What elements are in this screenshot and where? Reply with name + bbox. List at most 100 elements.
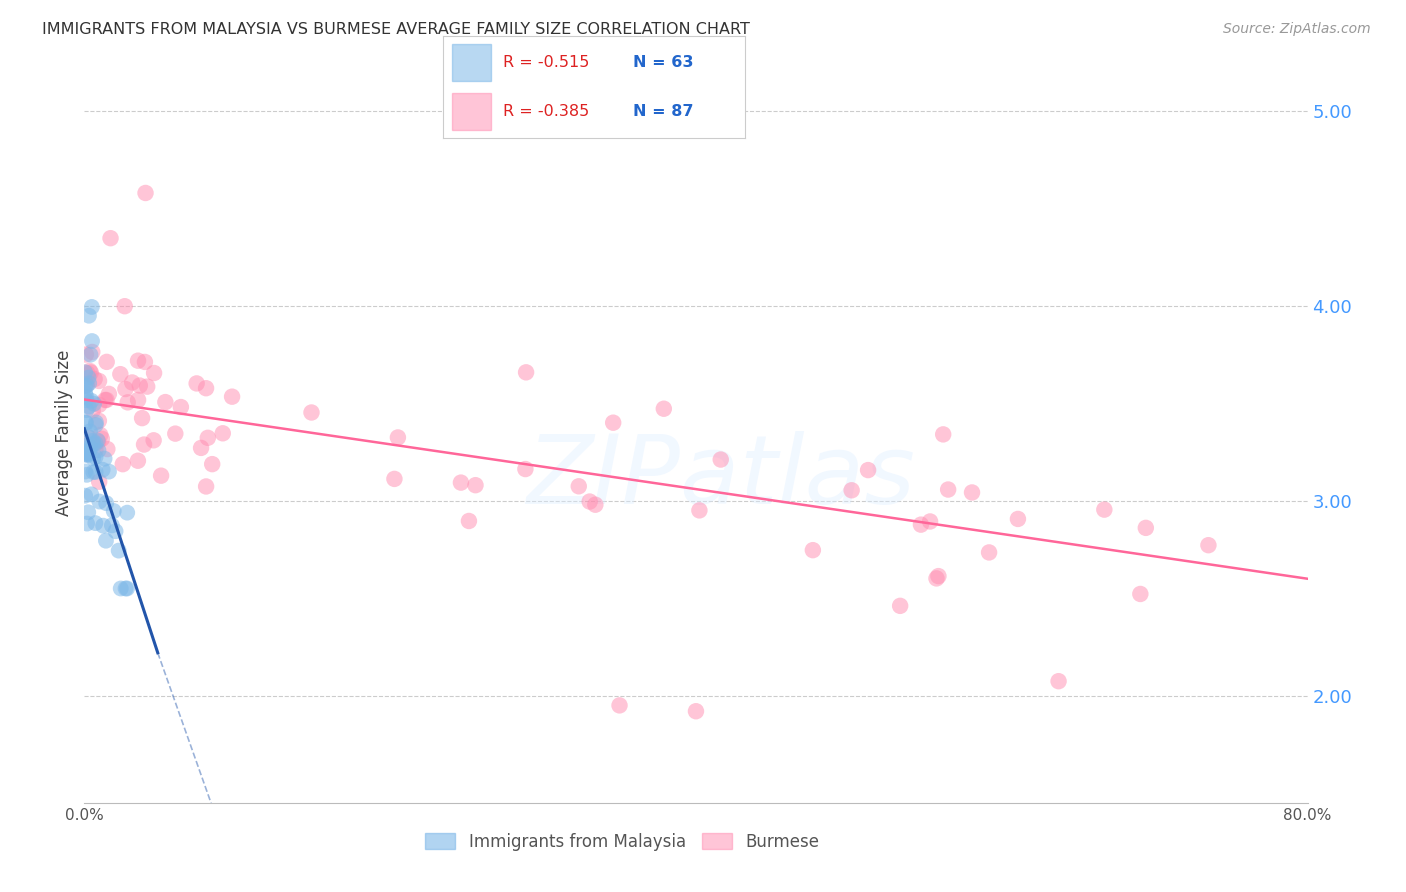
Point: [75, 447, 97, 461]
Point: [80, 487, 103, 501]
Point: [170, 400, 193, 414]
Point: [79, 425, 101, 439]
Point: [84, 417, 107, 432]
Point: [127, 353, 149, 368]
Point: [87, 414, 110, 428]
Text: R = -0.385: R = -0.385: [503, 104, 589, 120]
Point: [84, 516, 107, 530]
Point: [75, 416, 97, 430]
Point: [80, 334, 103, 348]
Point: [76, 377, 98, 392]
Point: [87, 434, 110, 449]
Point: [76, 447, 98, 461]
Point: [89, 494, 111, 508]
Point: [114, 582, 136, 596]
Point: [841, 483, 863, 498]
Point: [75, 443, 97, 458]
Point: [197, 431, 219, 445]
Point: [578, 494, 600, 508]
Point: [977, 545, 1000, 559]
Point: [685, 704, 707, 718]
Point: [77, 446, 100, 460]
Point: [688, 503, 710, 517]
Bar: [451, 44, 491, 81]
Point: [80, 300, 103, 314]
Text: N = 63: N = 63: [633, 54, 693, 70]
Point: [76, 516, 98, 531]
Point: [75, 489, 97, 503]
Point: [936, 483, 959, 497]
Point: [115, 506, 138, 520]
Point: [77, 438, 100, 452]
Point: [89, 428, 111, 442]
Point: [710, 452, 733, 467]
Point: [86, 434, 108, 448]
Point: [583, 498, 606, 512]
Point: [1047, 674, 1070, 689]
Point: [134, 355, 156, 369]
Point: [450, 475, 472, 490]
Point: [301, 405, 323, 419]
Point: [82, 465, 104, 479]
Point: [927, 569, 949, 583]
Point: [1007, 512, 1029, 526]
Point: [135, 186, 157, 200]
Legend: Immigrants from Malaysia, Burmese: Immigrants from Malaysia, Burmese: [419, 826, 827, 857]
Point: [75, 347, 97, 361]
Point: [925, 571, 948, 585]
Point: [136, 379, 159, 393]
Point: [77, 447, 100, 461]
Point: [75, 390, 97, 404]
Point: [91, 463, 114, 477]
Point: [110, 367, 132, 381]
Point: [856, 463, 879, 477]
Point: [96, 392, 118, 407]
Point: [75, 403, 97, 417]
Point: [132, 437, 155, 451]
Point: [195, 479, 218, 493]
Point: [83, 397, 105, 411]
Point: [80, 366, 103, 380]
Point: [87, 374, 110, 388]
Point: [75, 416, 97, 430]
Point: [1197, 538, 1219, 552]
Point: [96, 355, 118, 369]
Text: N = 87: N = 87: [633, 104, 693, 120]
Point: [75, 379, 97, 393]
Point: [142, 434, 165, 448]
Point: [121, 376, 143, 390]
Point: [90, 432, 112, 446]
Y-axis label: Average Family Size: Average Family Size: [55, 350, 73, 516]
Text: ZIPatlas: ZIPatlas: [526, 431, 915, 524]
Point: [114, 382, 136, 396]
Point: [96, 442, 118, 456]
Point: [82, 403, 104, 417]
Point: [515, 462, 537, 476]
Point: [76, 366, 98, 380]
Point: [104, 524, 127, 539]
Point: [84, 465, 107, 479]
Point: [75, 465, 97, 479]
Point: [87, 443, 110, 458]
Point: [84, 443, 107, 458]
Point: [889, 599, 911, 613]
Point: [186, 376, 208, 391]
Point: [93, 451, 115, 466]
Point: [1092, 502, 1115, 516]
Point: [100, 231, 122, 245]
Point: [77, 376, 100, 391]
Point: [155, 395, 177, 409]
Point: [221, 390, 243, 404]
Point: [131, 411, 153, 425]
Bar: [451, 93, 491, 130]
Point: [83, 372, 105, 386]
Point: [79, 348, 101, 362]
Point: [150, 468, 173, 483]
Point: [76, 428, 98, 442]
Point: [920, 515, 942, 529]
Point: [110, 582, 132, 596]
Point: [464, 478, 486, 492]
Point: [387, 430, 409, 444]
Point: [84, 450, 107, 464]
Point: [97, 387, 120, 401]
